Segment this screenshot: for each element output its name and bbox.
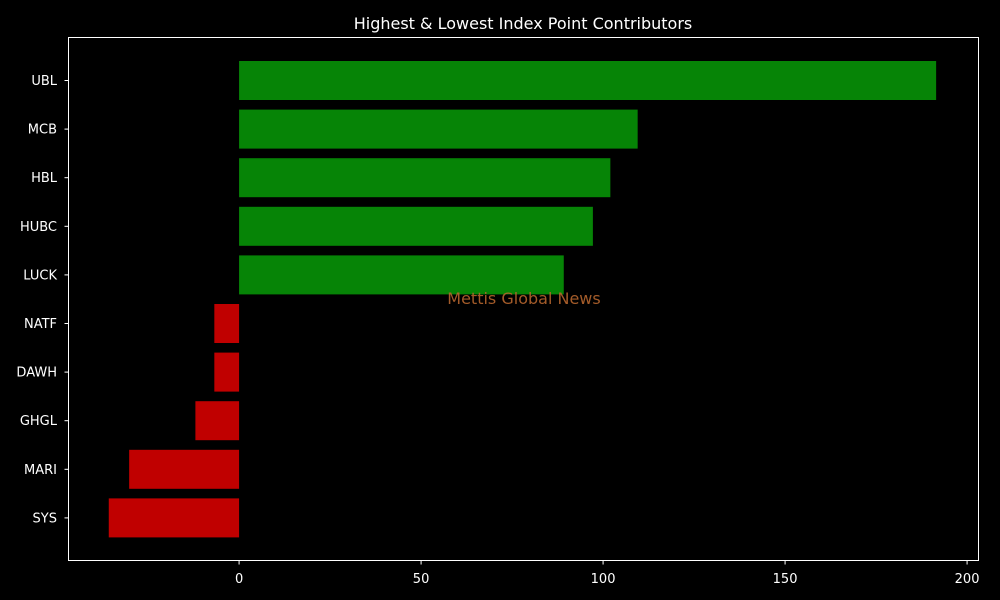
y-tick-label: MARI [24, 463, 57, 478]
y-tick-label: GHGL [20, 414, 58, 429]
y-tick-label: DAWH [16, 366, 57, 381]
bar-mari [129, 449, 240, 489]
bar-dawh [214, 352, 240, 392]
x-tick-label: 200 [955, 572, 980, 587]
bar-mcb [239, 109, 638, 149]
y-axis: UBL MCB HBL HUBC LUCK NATF DAWH GHGL MARI SYS [16, 74, 69, 526]
bar-luck [239, 255, 564, 295]
x-tick-label: 150 [773, 572, 798, 587]
watermark-text: Mettis Global News [447, 289, 600, 308]
bar-hubc [239, 206, 593, 246]
x-tick-label: 0 [235, 572, 243, 587]
x-tick-label: 50 [413, 572, 430, 587]
y-tick-label: UBL [31, 74, 57, 89]
x-tick-label: 100 [591, 572, 616, 587]
bar-natf [214, 304, 240, 343]
y-tick-label: SYS [33, 511, 57, 526]
x-axis: 0 50 100 150 200 [235, 560, 980, 587]
bar-ubl [239, 61, 937, 100]
y-tick-label: NATF [24, 317, 57, 332]
bar-sys [108, 498, 240, 538]
y-tick-label: HBL [31, 171, 58, 186]
y-tick-label: HUBC [20, 220, 57, 235]
chart-title: Highest & Lowest Index Point Contributor… [354, 14, 693, 33]
plot-frame [68, 37, 979, 561]
y-tick-label: LUCK [23, 268, 57, 283]
bars-layer [108, 61, 937, 538]
bar-ghgl [195, 401, 240, 441]
y-tick-label: MCB [28, 123, 57, 138]
bar-hbl [239, 158, 611, 198]
